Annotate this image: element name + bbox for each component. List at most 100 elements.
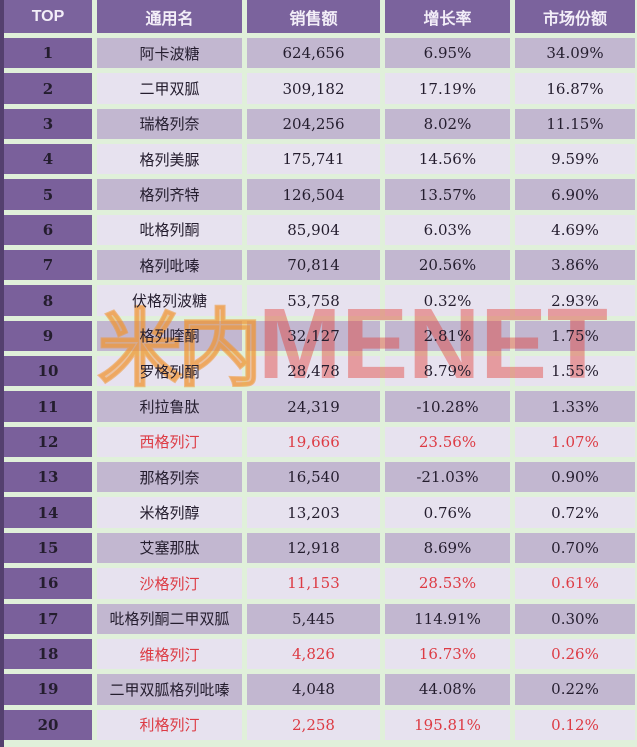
generic-name-cell: 沙格列汀 (97, 568, 242, 599)
market-share-cell: 34.09% (515, 38, 635, 69)
growth-rate-cell: 0.76% (385, 497, 510, 528)
table-row: 4 格列美脲 175,741 14.56% 9.59% (4, 144, 635, 175)
table-row: 19 二甲双胍格列吡嗪 4,048 44.08% 0.22% (4, 674, 635, 705)
sales-cell: 13,203 (247, 497, 380, 528)
table-row: 5 格列齐特 126,504 13.57% 6.90% (4, 179, 635, 210)
rank-cell: 3 (4, 108, 92, 140)
market-share-cell: 1.75% (515, 320, 635, 352)
growth-rate-cell: 23.56% (385, 426, 510, 458)
rank-cell: 19 (4, 674, 92, 705)
growth-rate-cell: 16.73% (385, 638, 510, 670)
sales-cell: 4,826 (247, 638, 380, 670)
table-row: 10 罗格列酮 28,478 8.79% 1.55% (4, 356, 635, 387)
table-body: 1 阿卡波糖 624,656 6.95% 34.09% 2 二甲双胍 309,1… (4, 38, 635, 740)
header-generic-name: 通用名 (97, 0, 242, 33)
generic-name-cell: 西格列汀 (97, 426, 242, 458)
growth-rate-cell: 2.81% (385, 320, 510, 352)
market-share-cell: 0.72% (515, 497, 635, 528)
sales-cell: 4,048 (247, 674, 380, 705)
growth-rate-cell: 14.56% (385, 144, 510, 175)
market-share-cell: 0.30% (515, 603, 635, 634)
generic-name-cell: 艾塞那肽 (97, 532, 242, 564)
table-row: 9 格列喹酮 32,127 2.81% 1.75% (4, 320, 635, 352)
table-row: 8 伏格列波糖 53,758 0.32% 2.93% (4, 285, 635, 316)
table-row: 1 阿卡波糖 624,656 6.95% 34.09% (4, 38, 635, 69)
growth-rate-cell: 8.79% (385, 356, 510, 387)
table-row: 14 米格列醇 13,203 0.76% 0.72% (4, 497, 635, 528)
growth-rate-cell: 6.95% (385, 38, 510, 69)
sales-cell: 126,504 (247, 179, 380, 210)
table-row: 7 格列吡嗪 70,814 20.56% 3.86% (4, 250, 635, 281)
market-share-cell: 0.12% (515, 709, 635, 740)
sales-cell: 24,319 (247, 391, 380, 422)
growth-rate-cell: 44.08% (385, 674, 510, 705)
growth-rate-cell: 6.03% (385, 214, 510, 246)
table-row: 15 艾塞那肽 12,918 8.69% 0.70% (4, 532, 635, 564)
sales-cell: 204,256 (247, 108, 380, 140)
growth-rate-cell: 13.57% (385, 179, 510, 210)
growth-rate-cell: -21.03% (385, 462, 510, 493)
market-share-cell: 0.61% (515, 568, 635, 599)
sales-cell: 28,478 (247, 356, 380, 387)
generic-name-cell: 瑞格列奈 (97, 108, 242, 140)
market-share-cell: 0.90% (515, 462, 635, 493)
sales-cell: 12,918 (247, 532, 380, 564)
sales-cell: 11,153 (247, 568, 380, 599)
rank-cell: 18 (4, 638, 92, 670)
market-share-cell: 16.87% (515, 73, 635, 104)
growth-rate-cell: 17.19% (385, 73, 510, 104)
generic-name-cell: 阿卡波糖 (97, 38, 242, 69)
table-row: 18 维格列汀 4,826 16.73% 0.26% (4, 638, 635, 670)
rank-cell: 9 (4, 320, 92, 352)
generic-name-cell: 吡格列酮二甲双胍 (97, 603, 242, 634)
generic-name-cell: 罗格列酮 (97, 356, 242, 387)
market-share-cell: 6.90% (515, 179, 635, 210)
sales-cell: 5,445 (247, 603, 380, 634)
table-row: 3 瑞格列奈 204,256 8.02% 11.15% (4, 108, 635, 140)
market-share-cell: 2.93% (515, 285, 635, 316)
rank-cell: 17 (4, 603, 92, 634)
sales-cell: 70,814 (247, 250, 380, 281)
table-row: 16 沙格列汀 11,153 28.53% 0.61% (4, 568, 635, 599)
generic-name-cell: 维格列汀 (97, 638, 242, 670)
generic-name-cell: 格列吡嗪 (97, 250, 242, 281)
generic-name-cell: 利拉鲁肽 (97, 391, 242, 422)
header-market-share: 市场份额 (515, 0, 635, 33)
generic-name-cell: 格列美脲 (97, 144, 242, 175)
sales-cell: 309,182 (247, 73, 380, 104)
header-growth-rate: 增长率 (385, 0, 510, 33)
market-share-cell: 0.26% (515, 638, 635, 670)
rank-cell: 12 (4, 426, 92, 458)
market-share-cell: 0.22% (515, 674, 635, 705)
market-share-cell: 1.07% (515, 426, 635, 458)
rank-cell: 7 (4, 250, 92, 281)
table-row: 20 利格列汀 2,258 195.81% 0.12% (4, 709, 635, 740)
rank-cell: 10 (4, 356, 92, 387)
rank-cell: 20 (4, 709, 92, 740)
sales-cell: 85,904 (247, 214, 380, 246)
generic-name-cell: 格列喹酮 (97, 320, 242, 352)
growth-rate-cell: 20.56% (385, 250, 510, 281)
table-row: 6 吡格列酮 85,904 6.03% 4.69% (4, 214, 635, 246)
sales-cell: 175,741 (247, 144, 380, 175)
sales-cell: 53,758 (247, 285, 380, 316)
generic-name-cell: 二甲双胍格列吡嗪 (97, 674, 242, 705)
rank-cell: 8 (4, 285, 92, 316)
generic-name-cell: 二甲双胍 (97, 73, 242, 104)
header-sales: 销售额 (247, 0, 380, 33)
rank-cell: 16 (4, 568, 92, 599)
growth-rate-cell: 8.02% (385, 108, 510, 140)
sales-cell: 2,258 (247, 709, 380, 740)
generic-name-cell: 米格列醇 (97, 497, 242, 528)
table-row: 2 二甲双胍 309,182 17.19% 16.87% (4, 73, 635, 104)
market-share-cell: 3.86% (515, 250, 635, 281)
table-header-row: TOP 通用名 销售额 增长率 市场份额 (4, 0, 635, 33)
growth-rate-cell: 0.32% (385, 285, 510, 316)
table-row: 11 利拉鲁肽 24,319 -10.28% 1.33% (4, 391, 635, 422)
growth-rate-cell: 195.81% (385, 709, 510, 740)
generic-name-cell: 伏格列波糖 (97, 285, 242, 316)
market-share-cell: 0.70% (515, 532, 635, 564)
sales-cell: 19,666 (247, 426, 380, 458)
rank-cell: 5 (4, 179, 92, 210)
